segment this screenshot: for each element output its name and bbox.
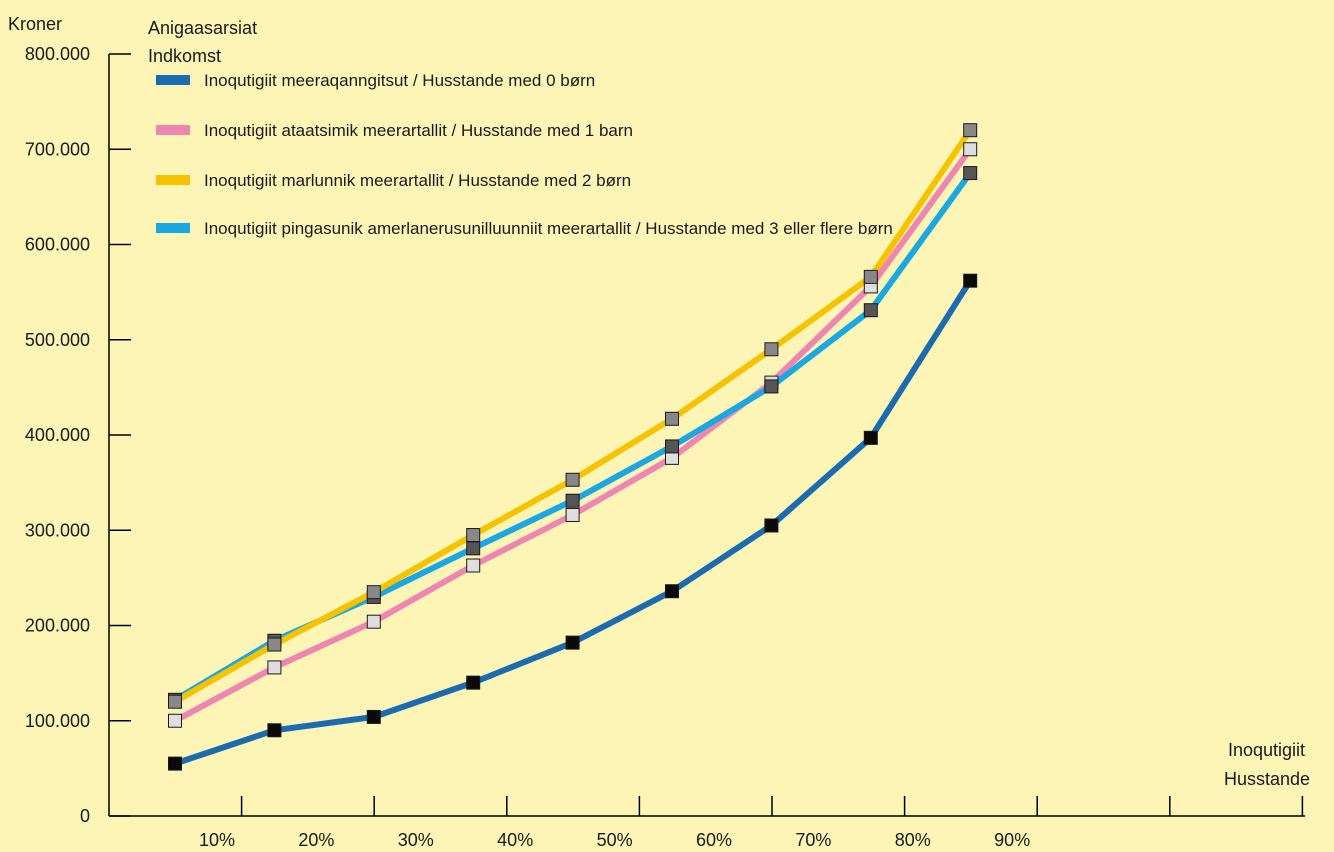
data-point-s2-3 [466,528,481,543]
x-tick-label: 80% [895,830,931,850]
legend-label-2: Inoqutigiit marlunnik meerartallit / Hus… [204,171,631,190]
data-point-s3-6 [764,379,779,394]
series-line-3 [173,171,973,703]
data-point-s0-3 [466,675,481,690]
data-point-s3-8 [963,166,978,181]
data-point-s0-6 [764,518,779,533]
y-title-line-1: Anigaasarsiat [148,18,257,38]
data-point-s3-3 [466,541,481,556]
legend-label-1: Inoqutigiit ataatsimik meerartallit / Hu… [204,121,633,140]
data-point-s2-2 [366,585,381,600]
data-point-s2-1 [267,637,282,652]
legend: Inoqutigiit meeraqanngitsut / Husstande … [156,71,893,238]
x-tick-label: 50% [597,830,633,850]
data-point-s0-1 [267,723,282,738]
y-tick-label: 800.000 [25,44,90,64]
axes: 0 100.000 200.000 300.000 400.000 500.000 600.… [25,44,1305,850]
x-tick-label: 60% [696,830,732,850]
data-point-s1-0 [168,713,182,728]
x-title-line-2: Husstande [1224,769,1310,789]
series-line-0 [174,279,973,767]
data-point-s0-5 [665,584,679,599]
data-point-s2-7 [863,269,878,284]
legend-label-0: Inoqutigiit meeraqanngitsut / Husstande … [204,71,595,90]
data-point-s1-3 [466,558,481,573]
y-title-line-2: Indkomst [148,46,221,66]
legend-swatch-2 [156,175,190,185]
data-point-s3-5 [665,439,679,454]
y-tick-label: 200.000 [25,616,90,636]
data-point-s1-1 [267,660,282,675]
y-tick-label: 0 [80,806,90,826]
x-tick-label: 30% [398,830,434,850]
data-point-s0-8 [963,273,978,288]
x-tick-label: 20% [298,830,334,850]
series-markers [168,123,978,771]
y-unit-label: Kroner [8,14,62,34]
legend-swatch-1 [156,125,190,135]
y-tick-label: 100.000 [25,711,90,731]
x-tick-label: 40% [497,830,533,850]
legend-label-3: Inoqutigiit pingasunik amerlanerusunillu… [204,219,893,238]
data-point-s2-6 [764,342,779,357]
data-point-s2-4 [565,472,580,487]
x-tick-label: 90% [994,830,1030,850]
data-point-s2-8 [963,123,978,138]
x-title-line-1: Inoqutigiit [1228,740,1305,760]
y-tick-label: 700.000 [25,139,90,159]
data-point-s3-7 [863,303,878,318]
y-tick-label: 500.000 [25,330,90,350]
data-point-s3-4 [565,493,580,508]
data-point-s0-7 [863,430,878,445]
data-point-s1-2 [366,614,381,629]
data-point-s1-4 [565,508,580,523]
y-tick-label: 300.000 [25,520,90,540]
y-tick-label: 600.000 [25,235,90,255]
y-tick-label: 400.000 [25,425,90,445]
data-point-s0-0 [168,756,182,771]
data-point-s0-4 [565,635,580,650]
data-point-s2-5 [665,411,679,426]
data-point-s1-8 [963,142,978,157]
legend-swatch-3 [156,223,190,233]
legend-swatch-0 [156,75,190,85]
series-line-2 [173,128,973,705]
data-point-s0-2 [366,709,381,724]
x-tick-label: 70% [795,830,831,850]
x-tick-label: 10% [199,830,235,850]
data-point-s2-0 [168,694,182,709]
